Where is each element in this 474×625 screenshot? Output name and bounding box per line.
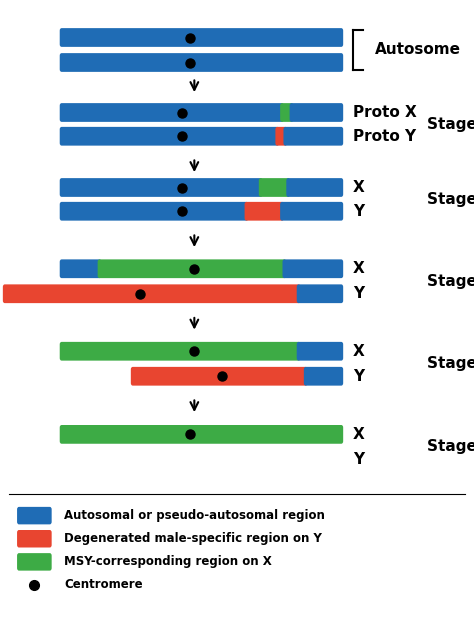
FancyBboxPatch shape <box>3 284 301 303</box>
FancyBboxPatch shape <box>17 553 52 571</box>
FancyBboxPatch shape <box>60 127 279 146</box>
FancyBboxPatch shape <box>131 367 308 386</box>
Text: Stage 2: Stage 2 <box>427 192 474 207</box>
FancyBboxPatch shape <box>60 259 101 278</box>
Text: X: X <box>353 344 365 359</box>
FancyBboxPatch shape <box>280 103 293 122</box>
FancyBboxPatch shape <box>60 53 343 72</box>
Text: Stage 4: Stage 4 <box>427 356 474 371</box>
FancyBboxPatch shape <box>98 259 286 278</box>
Text: X: X <box>353 261 365 276</box>
FancyBboxPatch shape <box>245 202 284 221</box>
Text: Centromere: Centromere <box>64 579 143 591</box>
FancyBboxPatch shape <box>60 28 343 47</box>
Text: Y: Y <box>353 369 364 384</box>
Text: Proto X: Proto X <box>353 105 417 120</box>
FancyBboxPatch shape <box>283 259 343 278</box>
Text: Stage 1: Stage 1 <box>427 117 474 132</box>
FancyBboxPatch shape <box>60 425 343 444</box>
Text: X: X <box>353 427 365 442</box>
Text: X: X <box>353 180 365 195</box>
FancyBboxPatch shape <box>275 127 287 146</box>
FancyBboxPatch shape <box>286 178 343 197</box>
Text: Proto Y: Proto Y <box>353 129 416 144</box>
Text: Degenerated male-specific region on Y: Degenerated male-specific region on Y <box>64 532 322 545</box>
FancyBboxPatch shape <box>297 342 343 361</box>
Text: Autosome: Autosome <box>374 42 460 58</box>
FancyBboxPatch shape <box>304 367 343 386</box>
Text: Stage 3: Stage 3 <box>427 274 474 289</box>
FancyBboxPatch shape <box>283 127 343 146</box>
FancyBboxPatch shape <box>259 178 290 197</box>
Text: Stage 5: Stage 5 <box>427 439 474 454</box>
FancyBboxPatch shape <box>280 202 343 221</box>
FancyBboxPatch shape <box>60 178 263 197</box>
FancyBboxPatch shape <box>60 342 301 361</box>
Text: Y: Y <box>353 452 364 467</box>
Text: Autosomal or pseudo-autosomal region: Autosomal or pseudo-autosomal region <box>64 509 325 522</box>
FancyBboxPatch shape <box>60 103 284 122</box>
FancyBboxPatch shape <box>290 103 343 122</box>
Text: Y: Y <box>353 204 364 219</box>
FancyBboxPatch shape <box>17 530 52 548</box>
Text: Y: Y <box>353 286 364 301</box>
FancyBboxPatch shape <box>60 202 248 221</box>
FancyBboxPatch shape <box>297 284 343 303</box>
Text: MSY-corresponding region on X: MSY-corresponding region on X <box>64 556 272 568</box>
FancyBboxPatch shape <box>17 507 52 524</box>
